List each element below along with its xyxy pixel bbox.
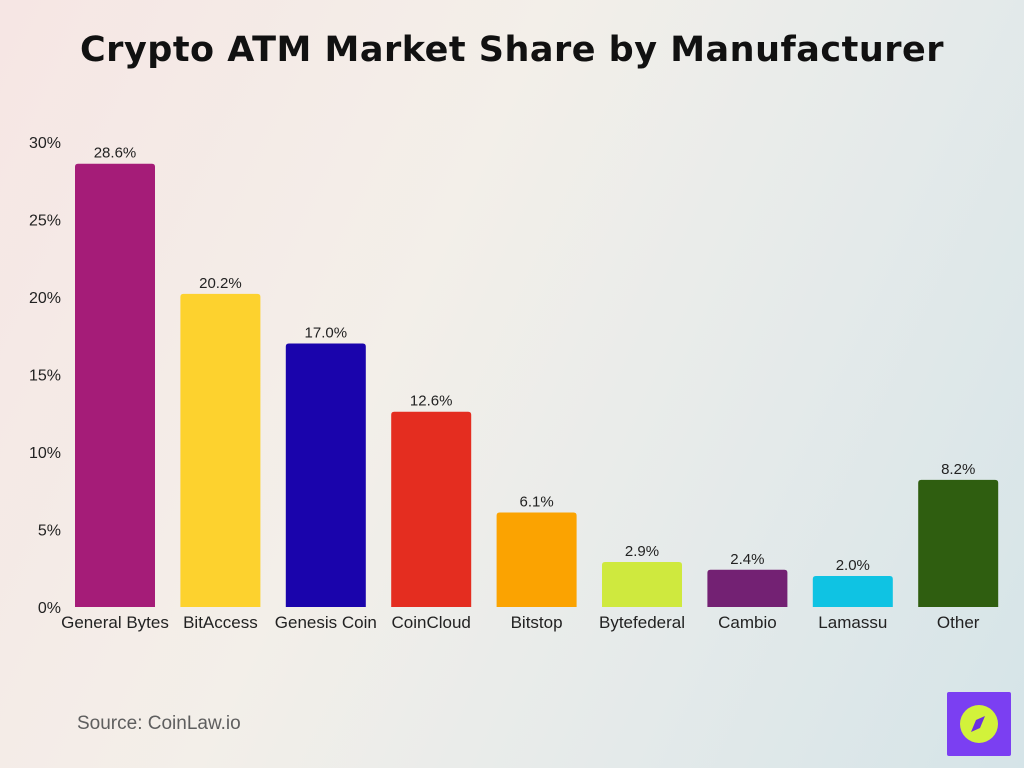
y-tick-label: 0% [38,600,61,617]
bar [707,569,788,607]
x-tick-label: Bitstop [511,613,563,632]
x-tick-label: Bytefederal [599,613,685,632]
bars [75,163,999,607]
x-tick-label: BitAccess [183,613,258,632]
bar-value-label: 6.1% [519,493,553,510]
x-tick-label: CoinCloud [392,613,471,632]
bar [285,343,366,607]
bar [602,562,682,607]
chart-title: Crypto ATM Market Share by Manufacturer [80,30,944,70]
bar-value-label: 2.0% [836,557,870,574]
x-tick-label: Cambio [718,613,777,632]
bar [496,512,577,607]
bar [75,163,155,607]
value-labels: 28.6% 20.2% 17.0% 12.6% 6.1% 2.9% 2.4% 2.0% 8.2% [94,145,976,574]
y-axis: 0% 5% 10% 15% 20% 25% 30% [29,135,61,617]
y-tick-label: 25% [29,213,61,230]
bar [391,411,472,607]
x-tick-label: Other [937,613,980,632]
brand-logo [947,692,1011,756]
source-label: Source: CoinLaw.io [77,713,241,734]
bar-value-label: 8.2% [941,461,975,478]
bar-value-label: 12.6% [410,393,453,410]
y-tick-label: 30% [29,135,61,152]
y-tick-label: 5% [38,523,61,540]
bar-value-label: 2.4% [730,551,764,568]
x-tick-label: General Bytes [61,613,169,632]
x-tick-label: Genesis Coin [275,613,377,632]
y-tick-label: 20% [29,290,61,307]
bar-value-label: 20.2% [199,275,242,292]
bar [918,479,999,607]
bar-value-label: 2.9% [625,543,659,560]
y-tick-label: 15% [29,368,61,385]
bar-chart: 0% 5% 10% 15% 20% 25% 30% 28.6% 20.2% 17.0% 12.6%… [29,135,999,632]
x-axis: General Bytes BitAccess Genesis Coin CoinCl… [61,613,980,632]
bar [812,576,893,607]
bar [180,293,261,607]
compass-icon [960,705,998,743]
bar-value-label: 28.6% [94,145,137,162]
x-tick-label: Lamassu [818,613,887,632]
bar-value-label: 17.0% [305,325,348,342]
y-tick-label: 10% [29,445,61,462]
